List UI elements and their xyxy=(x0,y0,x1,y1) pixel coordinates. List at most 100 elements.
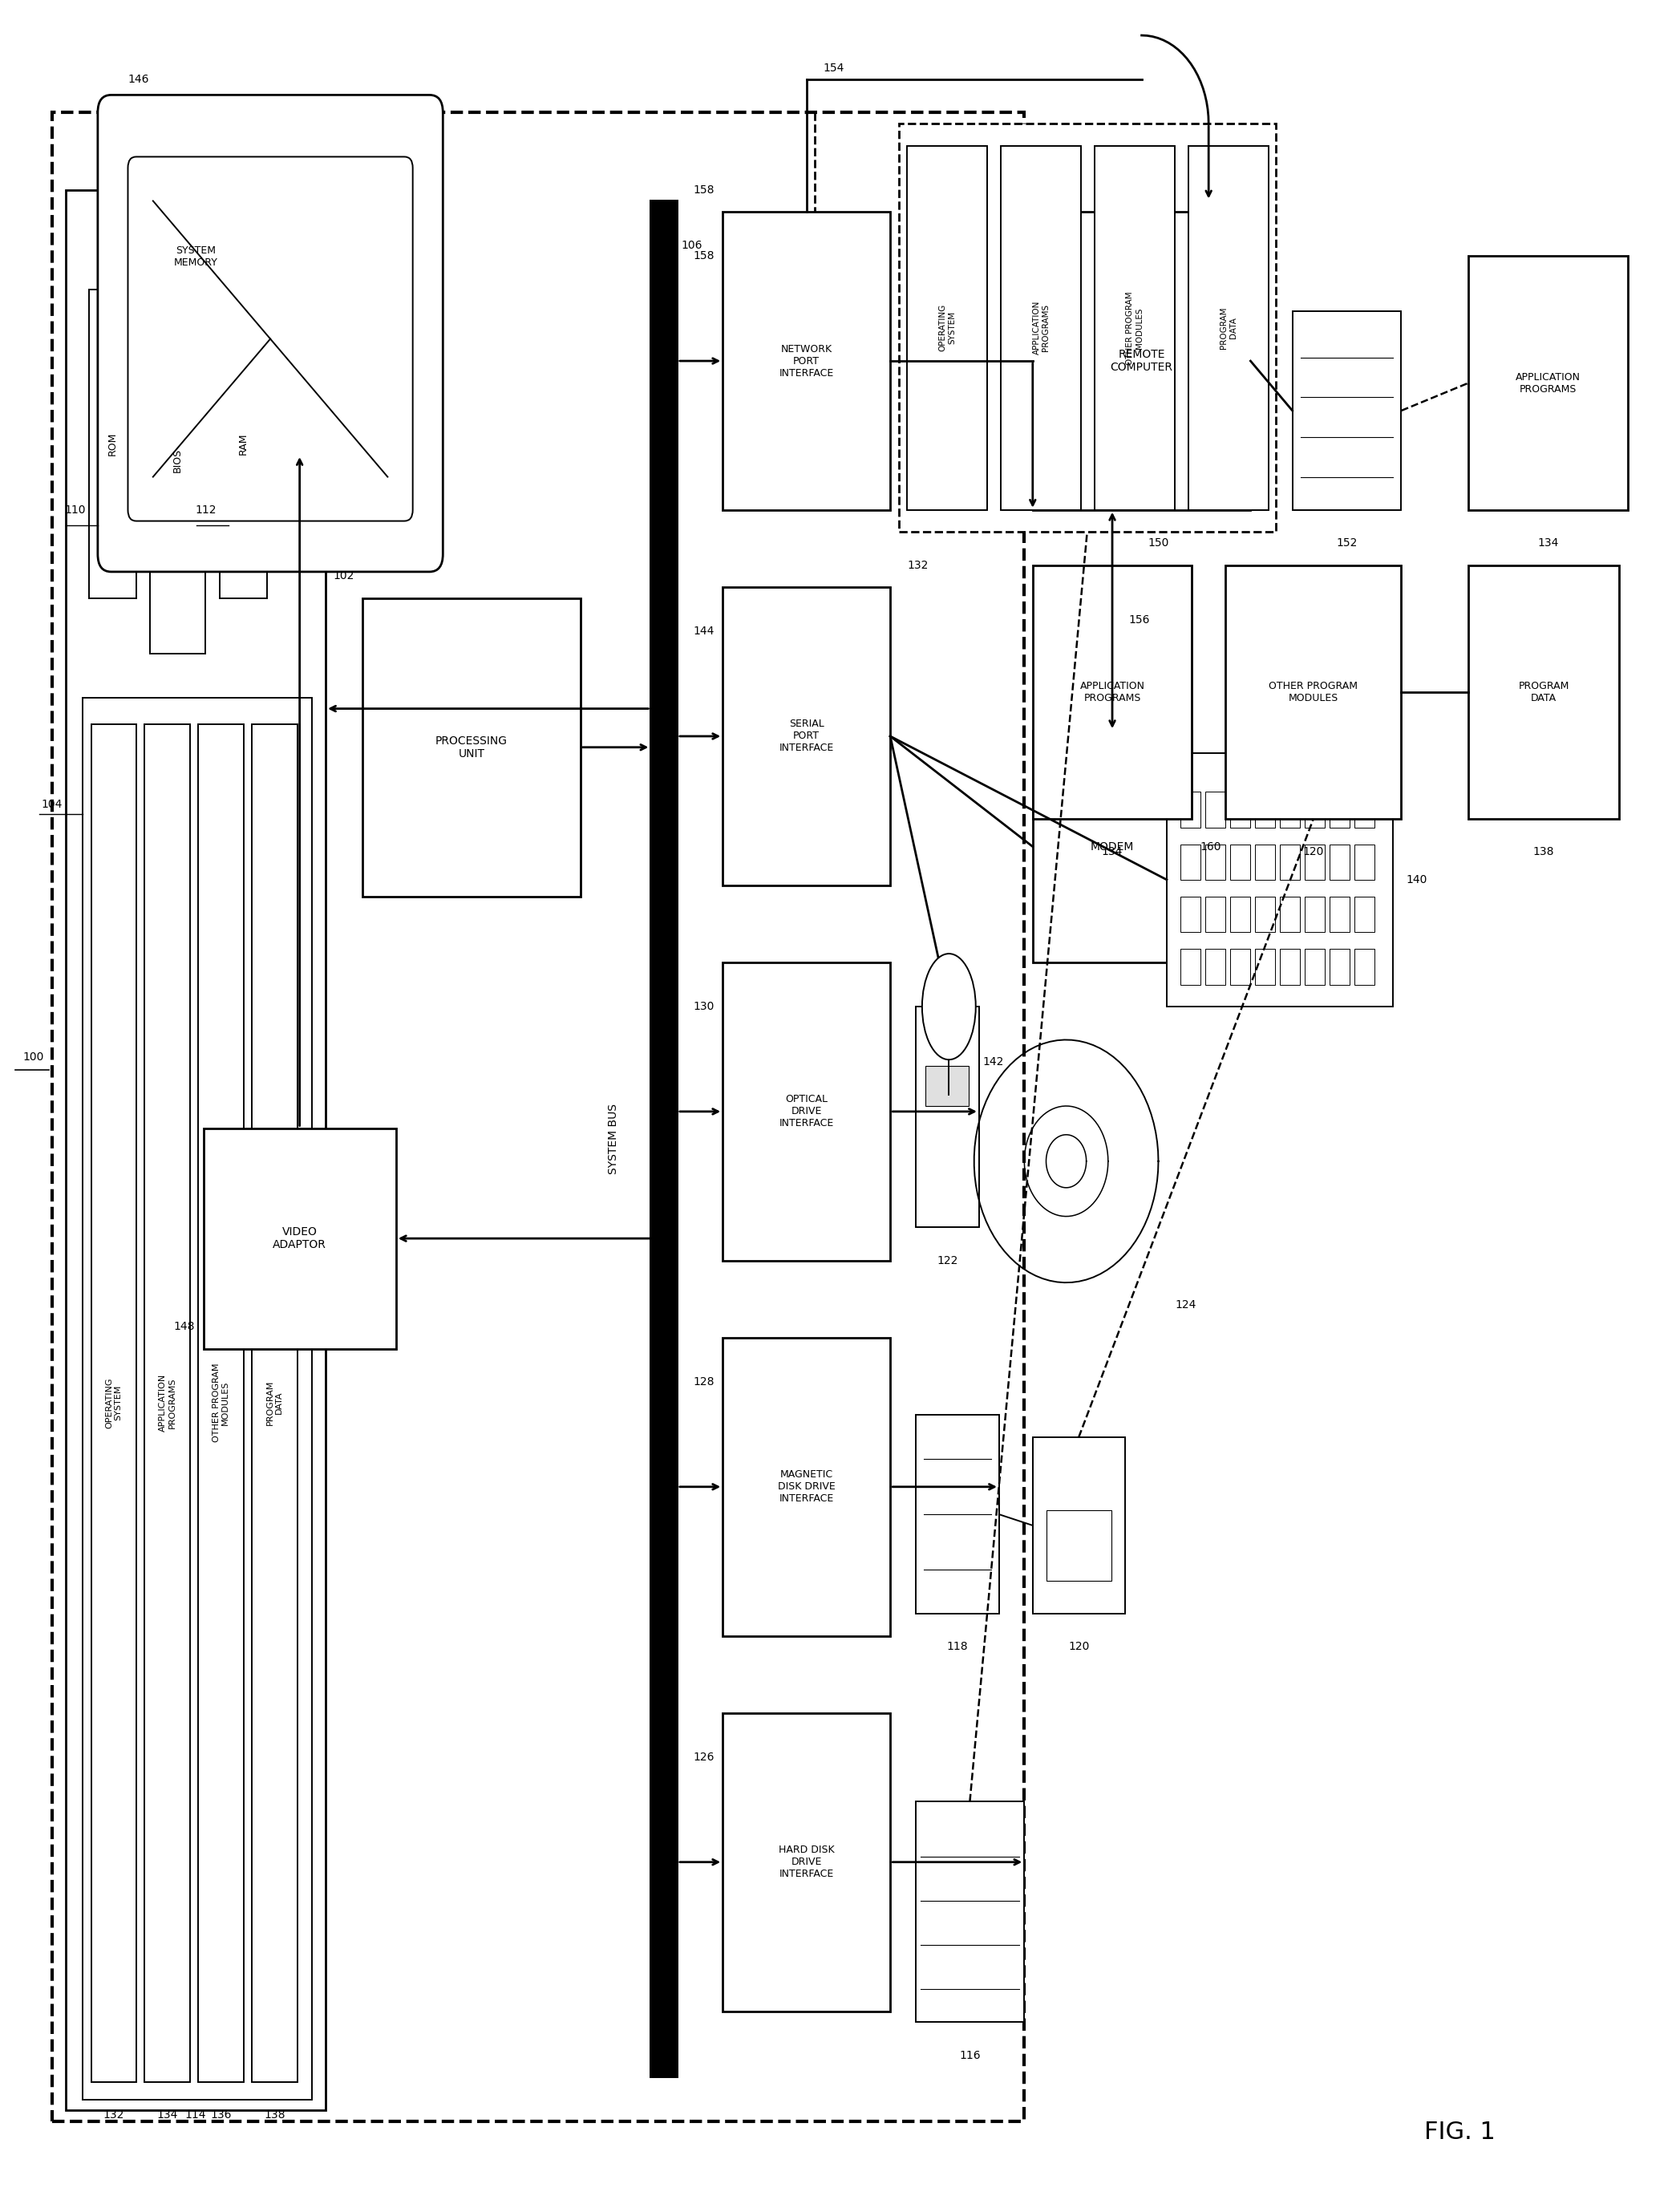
Bar xyxy=(363,597,580,896)
Text: 150: 150 xyxy=(1147,538,1169,549)
Text: MODEM: MODEM xyxy=(1090,841,1134,852)
Bar xyxy=(1329,845,1349,880)
Text: 134: 134 xyxy=(1537,538,1559,549)
Text: 120: 120 xyxy=(1068,1641,1089,1652)
Text: APPLICATION
PROGRAMS: APPLICATION PROGRAMS xyxy=(1033,301,1050,354)
Bar xyxy=(722,212,890,511)
Bar xyxy=(1179,845,1200,880)
Bar xyxy=(1205,845,1225,880)
FancyBboxPatch shape xyxy=(97,95,444,571)
Bar xyxy=(1225,564,1401,818)
Text: 118: 118 xyxy=(946,1641,968,1652)
Bar xyxy=(722,1712,890,2011)
Bar xyxy=(1354,949,1374,984)
Bar xyxy=(1230,949,1250,984)
Bar xyxy=(907,146,988,511)
Bar xyxy=(1354,792,1374,827)
Bar xyxy=(1033,730,1191,962)
Bar xyxy=(1033,1438,1126,1615)
Bar xyxy=(722,586,890,885)
Bar xyxy=(1468,257,1628,511)
Bar xyxy=(1280,845,1300,880)
Bar xyxy=(916,1416,1000,1615)
Ellipse shape xyxy=(922,953,976,1060)
Bar xyxy=(1230,896,1250,931)
Text: 156: 156 xyxy=(1129,615,1151,626)
Bar xyxy=(144,723,190,2081)
Bar xyxy=(1205,949,1225,984)
Text: PROGRAM
DATA: PROGRAM DATA xyxy=(265,1380,284,1425)
Text: 138: 138 xyxy=(1534,847,1554,858)
Text: 120: 120 xyxy=(1302,847,1324,858)
Bar xyxy=(82,697,312,2099)
FancyBboxPatch shape xyxy=(128,157,413,522)
Bar xyxy=(220,290,267,597)
Bar xyxy=(1166,752,1393,1006)
Bar xyxy=(1305,845,1326,880)
Bar xyxy=(916,1006,979,1228)
Text: 114: 114 xyxy=(185,2110,207,2121)
Text: 142: 142 xyxy=(983,1057,1003,1068)
Bar xyxy=(52,113,1025,2121)
Text: 128: 128 xyxy=(694,1376,714,1387)
Text: APPLICATION
PROGRAMS: APPLICATION PROGRAMS xyxy=(158,1374,176,1431)
Text: PROCESSING
UNIT: PROCESSING UNIT xyxy=(435,734,507,759)
Text: PROGRAM
DATA: PROGRAM DATA xyxy=(1519,681,1569,703)
Text: 134: 134 xyxy=(156,2110,178,2121)
Bar xyxy=(1230,792,1250,827)
Bar xyxy=(1468,564,1620,818)
Bar xyxy=(252,723,297,2081)
Bar xyxy=(1047,1511,1112,1582)
Bar xyxy=(91,723,136,2081)
Bar xyxy=(198,723,244,2081)
Text: 144: 144 xyxy=(694,626,714,637)
Bar xyxy=(722,1338,890,1637)
Bar xyxy=(89,290,136,597)
Text: 146: 146 xyxy=(128,73,150,84)
Text: 152: 152 xyxy=(1336,538,1357,549)
Bar xyxy=(1095,146,1174,511)
Text: MAGNETIC
DISK DRIVE
INTERFACE: MAGNETIC DISK DRIVE INTERFACE xyxy=(778,1469,835,1504)
Text: PROGRAM
DATA: PROGRAM DATA xyxy=(1220,307,1238,349)
Text: 140: 140 xyxy=(1406,874,1428,885)
Bar xyxy=(1354,845,1374,880)
Text: 104: 104 xyxy=(42,799,62,810)
Bar xyxy=(722,962,890,1261)
Text: SYSTEM BUS: SYSTEM BUS xyxy=(608,1104,620,1175)
Bar xyxy=(66,190,326,2110)
Text: HARD DISK
DRIVE
INTERFACE: HARD DISK DRIVE INTERFACE xyxy=(778,1845,835,1880)
Bar xyxy=(1280,896,1300,931)
Bar xyxy=(1305,949,1326,984)
Text: 106: 106 xyxy=(680,239,702,250)
Text: REMOTE
COMPUTER: REMOTE COMPUTER xyxy=(1110,349,1173,374)
Text: 100: 100 xyxy=(24,1051,44,1062)
Text: APPLICATION
PROGRAMS: APPLICATION PROGRAMS xyxy=(1515,372,1581,394)
Bar xyxy=(203,1128,396,1349)
Text: 126: 126 xyxy=(694,1752,714,1763)
Bar xyxy=(1230,845,1250,880)
Bar xyxy=(1255,896,1275,931)
Bar xyxy=(150,268,205,653)
Bar xyxy=(1280,949,1300,984)
Text: 124: 124 xyxy=(1174,1298,1196,1310)
Text: OTHER PROGRAM
MODULES: OTHER PROGRAM MODULES xyxy=(212,1363,230,1442)
Text: 122: 122 xyxy=(937,1254,958,1265)
Text: BIOS: BIOS xyxy=(171,449,183,473)
Text: OPTICAL
DRIVE
INTERFACE: OPTICAL DRIVE INTERFACE xyxy=(780,1095,833,1128)
Bar xyxy=(1354,896,1374,931)
Text: 102: 102 xyxy=(333,571,354,582)
Bar xyxy=(1280,792,1300,827)
Bar xyxy=(1255,949,1275,984)
Text: 110: 110 xyxy=(66,504,86,515)
Text: 130: 130 xyxy=(694,1002,714,1013)
Text: 154: 154 xyxy=(823,62,845,73)
Text: SYSTEM
MEMORY: SYSTEM MEMORY xyxy=(173,246,218,268)
Bar xyxy=(1179,792,1200,827)
Text: 136: 136 xyxy=(210,2110,232,2121)
Text: ROM: ROM xyxy=(108,431,118,456)
Text: APPLICATION
PROGRAMS: APPLICATION PROGRAMS xyxy=(1080,681,1144,703)
Text: 148: 148 xyxy=(173,1321,195,1332)
Text: 160: 160 xyxy=(1200,841,1221,852)
Bar xyxy=(1329,949,1349,984)
Text: 138: 138 xyxy=(264,2110,286,2121)
